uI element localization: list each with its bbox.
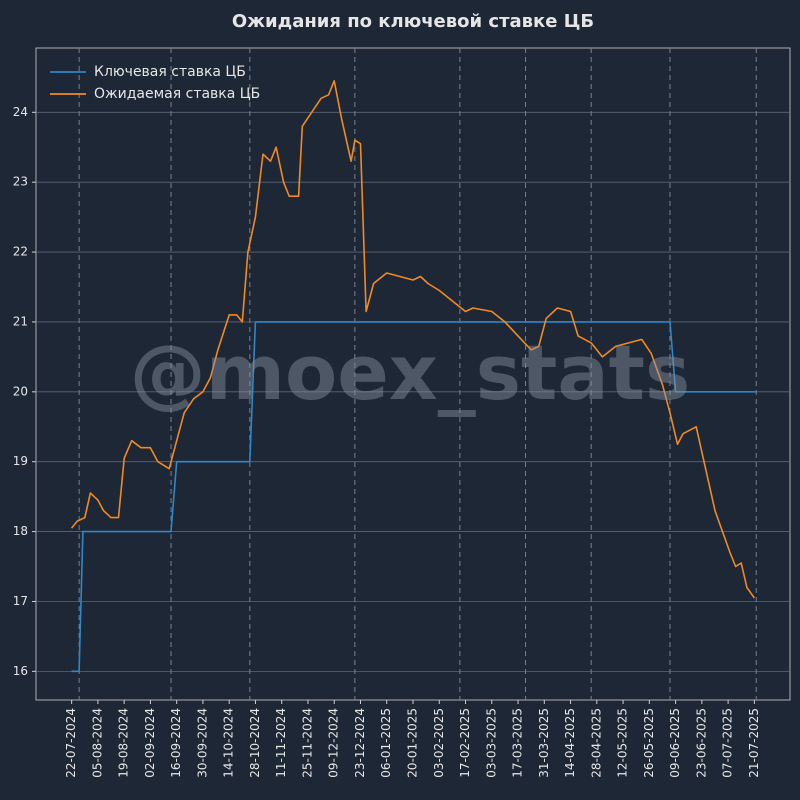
legend-label: Ожидаемая ставка ЦБ [94,86,260,102]
plot-area [35,47,791,701]
y-tick-label: 19 [13,454,28,468]
x-tick-label: 03-02-2025 [432,708,446,778]
x-tick-label: 28-10-2024 [248,708,262,778]
y-tick-label: 17 [13,594,28,608]
y-tick-label: 16 [13,664,28,678]
x-tick-label: 28-04-2025 [589,708,603,778]
x-tick-label: 14-10-2024 [222,708,236,778]
x-tick-label: 05-08-2024 [90,708,104,778]
x-tick-label: 21-07-2025 [747,708,761,778]
x-tick-label: 11-11-2024 [274,708,288,778]
watermark: @moex_stats [130,328,690,417]
y-tick-label: 18 [13,524,28,538]
x-tick-label: 09-06-2025 [668,708,682,778]
x-tick-label: 31-03-2025 [537,708,551,778]
x-tick-label: 02-09-2024 [143,708,157,778]
x-tick-label: 23-12-2024 [353,708,367,778]
x-tick-label: 16-09-2024 [169,708,183,778]
series-line [71,321,757,673]
x-tick-label: 30-09-2024 [195,708,209,778]
x-tick-label: 23-06-2025 [694,708,708,778]
x-tick-label: 25-11-2024 [300,708,314,778]
x-tick-label: 06-01-2025 [379,708,393,778]
series-line [70,80,756,599]
x-tick-label: 20-01-2025 [406,708,420,778]
x-tick-label: 22-07-2024 [64,708,78,778]
x-tick-label: 03-03-2025 [484,708,498,778]
x-tick-label: 12-05-2025 [616,708,630,778]
x-tick-label: 09-12-2024 [327,708,341,778]
y-tick-label: 24 [13,105,28,119]
y-tick-label: 23 [13,175,28,189]
x-tick-label: 17-03-2025 [511,708,525,778]
y-tick-label: 21 [13,314,28,328]
chart-title: Ожидания по ключевой ставке ЦБ [232,11,594,32]
legend-label: Ключевая ставка ЦБ [94,64,246,80]
x-tick-label: 17-02-2025 [458,708,472,778]
y-tick-label: 20 [13,384,28,398]
x-tick-label: 14-04-2025 [563,708,577,778]
x-tick-label: 26-05-2025 [642,708,656,778]
y-tick-label: 22 [13,245,28,259]
x-tick-label: 07-07-2025 [721,708,735,778]
x-tick-label: 19-08-2024 [117,708,131,778]
plot-layer: 16 17 18 19 20 21 22 23 24 22-07-2024 05-08-2024 19… [13,48,790,778]
